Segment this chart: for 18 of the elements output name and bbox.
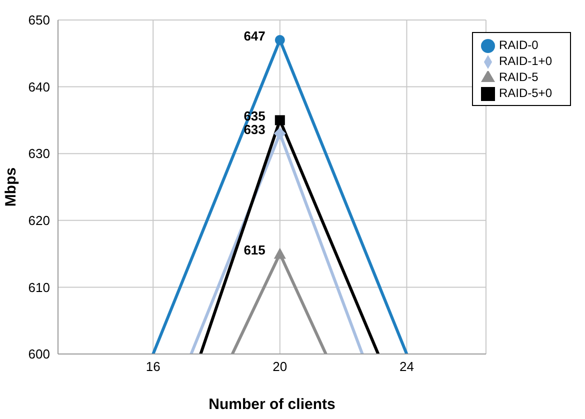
x-tick-label: 16 bbox=[146, 359, 160, 374]
x-tick-label: 24 bbox=[399, 359, 414, 374]
y-tick-label: 630 bbox=[28, 146, 50, 162]
legend-label: RAID-0 bbox=[498, 38, 538, 52]
y-tick-label: 600 bbox=[28, 346, 50, 362]
y-tick-label: 610 bbox=[28, 280, 50, 295]
legend-label: RAID-5+0 bbox=[498, 86, 552, 100]
data-label: 633 bbox=[244, 122, 266, 138]
legend-label: RAID-1+0 bbox=[498, 54, 552, 68]
data-label: 615 bbox=[244, 242, 266, 258]
x-tick-label: 20 bbox=[272, 359, 288, 374]
y-tick-label: 650 bbox=[28, 12, 50, 28]
y-tick-label: 620 bbox=[28, 213, 50, 228]
x-axis-title: Number of clients bbox=[208, 396, 336, 413]
legend-label: RAID-5 bbox=[498, 70, 538, 84]
data-label: 647 bbox=[244, 28, 266, 44]
y-axis-title: Mbps bbox=[2, 167, 20, 207]
y-tick-label: 640 bbox=[28, 79, 50, 94]
